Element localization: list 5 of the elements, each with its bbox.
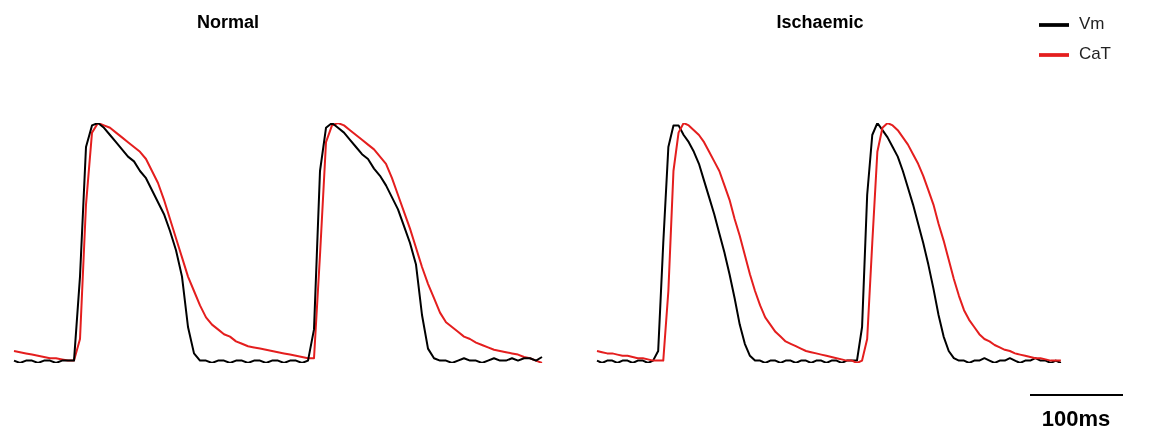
legend-label: CaT — [1078, 44, 1111, 64]
chart-title: Normal — [196, 12, 260, 33]
text: 100ms — [1040, 406, 1112, 432]
legend-label: Vm — [1078, 14, 1105, 34]
chart-title: Ischaemic — [775, 12, 865, 33]
